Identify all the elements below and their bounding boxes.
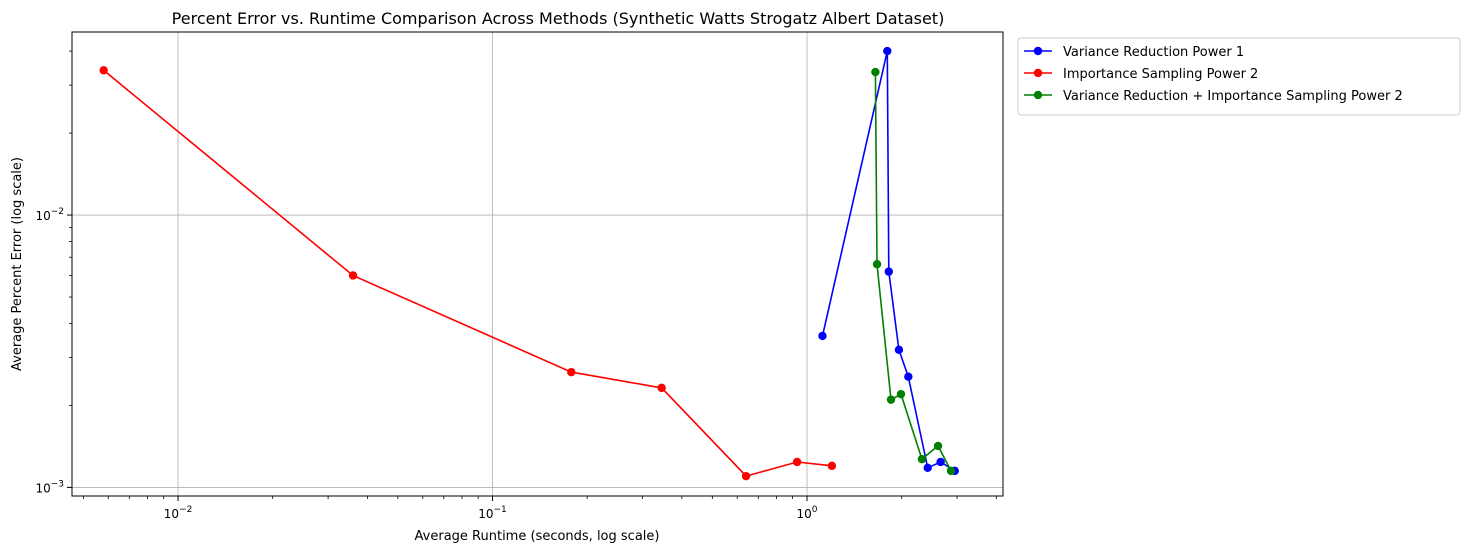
y-tick-label: 10−3 (35, 479, 64, 495)
series-line (103, 69, 832, 477)
data-point (917, 454, 927, 464)
data-point (657, 383, 666, 393)
data-point (946, 466, 956, 476)
legend-label: Variance Reduction Power 1 (1063, 45, 1244, 60)
data-point (827, 461, 837, 471)
legend-label: Variance Reduction + Importance Sampling… (1063, 89, 1403, 104)
y-axis-label: Average Percent Error (log scale) (10, 157, 25, 371)
data-point (741, 471, 751, 481)
data-point (894, 345, 904, 355)
x-axis-label: Average Runtime (seconds, log scale) (415, 529, 660, 544)
series-1 (818, 46, 959, 476)
data-point (933, 441, 943, 451)
data-point (872, 260, 882, 269)
data-point (818, 331, 827, 341)
legend-label: Importance Sampling Power 2 (1063, 67, 1258, 82)
data-point (348, 271, 358, 280)
chart-title: Percent Error vs. Runtime Comparison Acr… (172, 9, 945, 28)
data-point (871, 67, 880, 77)
data-point (896, 389, 906, 399)
x-tick-label: 10−1 (478, 505, 507, 521)
legend-entry-2: Importance Sampling Power 2 (1024, 67, 1258, 82)
ticks: 10−2 10−1 100 10−3 10−2 (35, 50, 997, 521)
series-3 (871, 67, 956, 476)
legend-swatch-marker (1033, 46, 1043, 56)
grid (72, 32, 1003, 496)
legend-entry-1: Variance Reduction Power 1 (1024, 45, 1244, 60)
legend-box (1017, 37, 1461, 116)
data-point (904, 372, 913, 381)
data-point (883, 46, 892, 56)
data-point (884, 267, 893, 276)
data-point (886, 395, 896, 404)
x-tick-label: 10−2 (164, 505, 193, 521)
series-layer (99, 46, 959, 481)
data-point (792, 457, 802, 467)
series-2 (99, 66, 837, 481)
series-line (821, 50, 956, 472)
data-point (99, 66, 108, 75)
legend: Variance Reduction Power 1 Importance Sam… (1017, 37, 1461, 116)
data-point (567, 367, 576, 377)
plot-frame (71, 31, 1004, 497)
legend-swatch-marker (1033, 90, 1043, 100)
data-point (923, 463, 932, 473)
y-tick-label: 10−2 (35, 207, 64, 223)
legend-swatch-marker (1033, 68, 1043, 78)
legend-entry-3: Variance Reduction + Importance Sampling… (1024, 89, 1403, 104)
data-point (936, 457, 945, 467)
x-tick-label: 100 (796, 505, 817, 521)
